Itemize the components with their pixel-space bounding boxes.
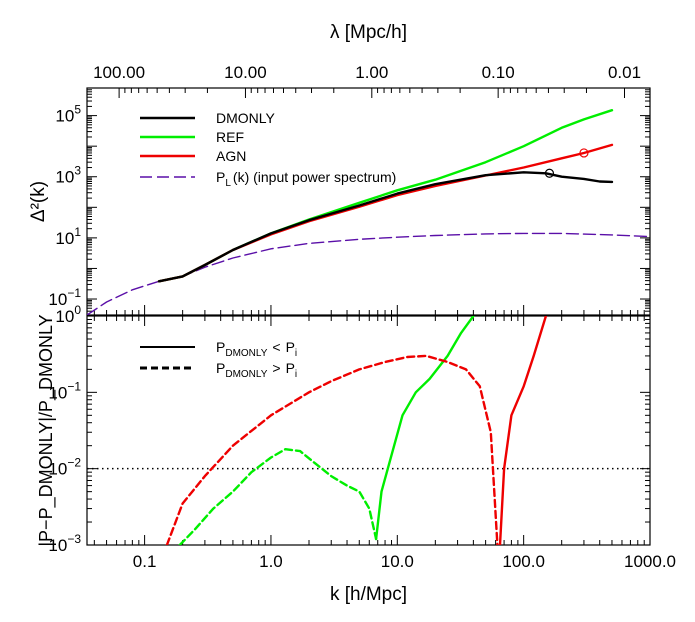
series-line-p-l-k- [87,232,650,315]
series-line-agn-p-dmonly-p-i- [498,316,548,545]
legend-label-dmonly: DMONLY [216,110,276,126]
top-panel-frame [86,87,651,316]
legend-label-dashed: PDMONLY > Pi [216,360,297,380]
y-axis-label-top: Δ²(k) [28,181,49,222]
top-x-tick-label: 0.10 [482,63,515,82]
marker-agn [579,148,589,158]
marker-dmonly [544,168,555,178]
series-line-ref-p-dmonly-p-i- [374,316,475,541]
series-line-ref-p-dmonly-p-i- [178,448,378,545]
top-x-tick-label: 1.00 [355,63,388,82]
y-tick-label-bottom: 10−1 [48,379,81,402]
legend-label-agn: AGN [216,148,246,164]
bottom-panel-frame [86,315,651,546]
x-tick-label: 1.0 [259,552,283,571]
y-tick-label-top: 105 [55,103,81,126]
x-tick-label: 100.0 [502,552,545,571]
x-tick-label: 0.1 [133,552,157,571]
y-tick-label-top: 101 [55,225,81,248]
y-tick-label-bottom: 10−2 [48,456,81,479]
series-line-agn-p-dmonly-p-i- [165,354,499,545]
y-tick-label-bottom: 10−3 [48,532,81,555]
top-x-tick-label: 10.00 [224,63,267,82]
y-tick-label-bottom: 100 [55,303,81,326]
series-line-dmonly [157,171,614,283]
legend-label-ref: REF [216,129,244,145]
top-axis-label: λ [Mpc/h] [330,22,407,43]
x-axis-label: k [h/Mpc] [330,584,407,605]
x-tick-label: 10.0 [381,552,414,571]
legend-label-solid: PDMONLY < Pi [216,339,297,359]
legend-label-pl: PL (k) (input power spectrum) [216,169,396,189]
top-x-tick-label: 100.00 [93,63,145,82]
x-tick-label: 1000.0 [624,552,676,571]
series-line-agn [157,143,614,283]
top-x-tick-label: 0.01 [608,63,641,82]
y-tick-label-top: 10−1 [48,286,81,309]
y-axis-label-bottom: |P−P_DMONLY|/P_DMONLY [36,314,57,546]
y-tick-label-top: 103 [55,164,81,187]
